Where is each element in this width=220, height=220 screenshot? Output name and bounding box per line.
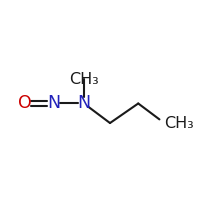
Text: CH₃: CH₃: [69, 72, 99, 87]
Text: CH₃: CH₃: [164, 116, 194, 130]
Text: O: O: [18, 94, 32, 112]
Text: N: N: [77, 94, 90, 112]
Text: N: N: [47, 94, 60, 112]
